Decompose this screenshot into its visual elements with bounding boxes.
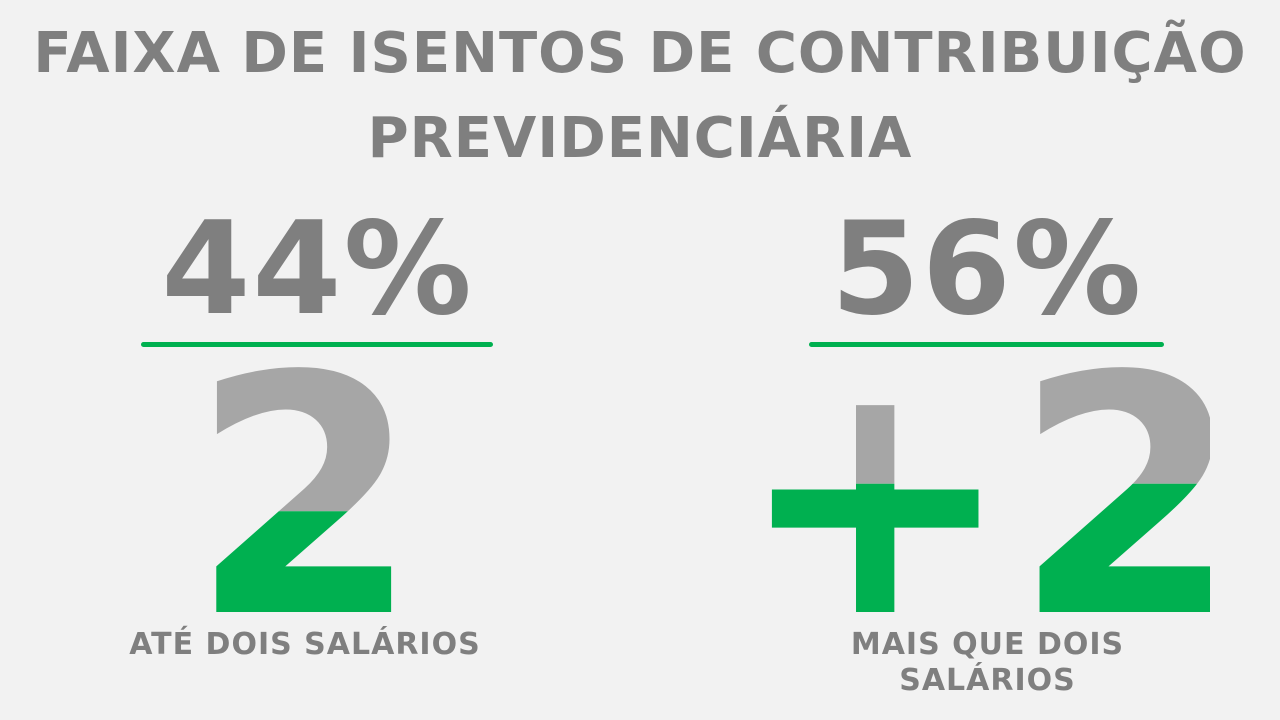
right-divider-line [809,342,1164,347]
right-plus-two-fill-glyph: +2 +2 [770,365,1210,615]
left-glyph-gray-part: 2 [205,365,405,615]
left-divider-line [141,342,493,347]
right-caption: MAIS QUE DOIS SALÁRIOS [850,627,1125,698]
right-percent: 56% [830,195,1144,344]
right-glyph-gray-part: +2 [770,365,1210,615]
title-line-2: PREVIDENCIÁRIA [367,106,913,171]
left-glyph-green-part: 2 [205,365,405,615]
left-two-fill-glyph: 2 2 [205,365,405,615]
left-percent: 44% [161,195,474,344]
left-caption: ATÉ DOIS SALÁRIOS [129,627,481,662]
title-line-1: FAIXA DE ISENTOS DE CONTRIBUIÇÃO [33,21,1247,86]
right-glyph-green-part: +2 [770,365,1210,615]
